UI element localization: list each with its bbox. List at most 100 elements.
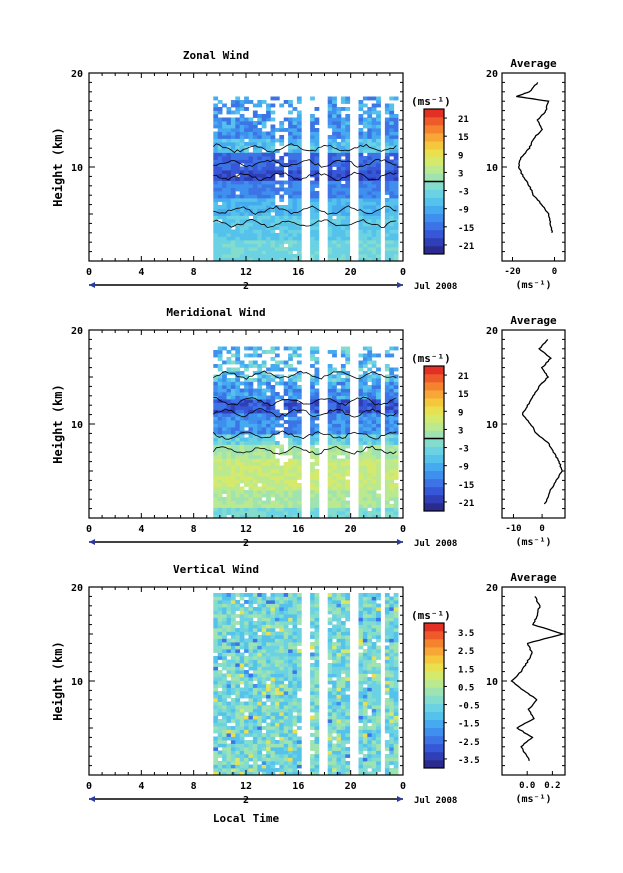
heatmap-cell	[279, 507, 285, 512]
colorbar-segment	[424, 221, 444, 231]
heatmap-cell	[257, 715, 263, 720]
heatmap-cell	[332, 423, 337, 428]
heatmap-cell	[283, 117, 289, 122]
heatmap-cell	[244, 156, 249, 160]
heatmap-cell	[310, 701, 315, 706]
heatmap-cell	[384, 631, 390, 636]
heatmap-cell	[244, 374, 249, 379]
heatmap-cell	[376, 124, 381, 129]
heatmap-cell	[261, 187, 267, 192]
heatmap-cell	[261, 430, 267, 435]
heatmap-cell	[274, 413, 280, 417]
heatmap-cell	[362, 479, 368, 484]
heatmap-cell	[270, 254, 276, 258]
heatmap-cell	[288, 740, 293, 744]
heatmap-cell	[230, 353, 236, 358]
heatmap-cell	[296, 416, 302, 421]
heatmap-cell	[296, 406, 302, 410]
heatmap-cell	[292, 628, 298, 632]
heatmap-cell	[367, 486, 373, 491]
heatmap-cell	[239, 614, 245, 618]
heatmap-cell	[279, 771, 285, 776]
heatmap-cell	[230, 346, 236, 351]
colorbar-segment	[424, 502, 444, 512]
heatmap-cell	[288, 187, 293, 192]
heatmap-cell	[213, 163, 219, 167]
heatmap-cell	[384, 392, 390, 396]
heatmap-cell	[261, 754, 267, 758]
heatmap-cell	[222, 684, 227, 688]
heatmap-cell	[274, 507, 280, 512]
heatmap-cell	[384, 381, 390, 386]
heatmap-cell	[266, 243, 271, 248]
heatmap-cell	[244, 761, 249, 765]
heatmap-cell	[230, 740, 236, 744]
heatmap-cell	[367, 219, 373, 223]
heatmap-cell	[222, 607, 227, 611]
heatmap-cell	[332, 430, 337, 435]
heatmap-cell	[393, 173, 399, 178]
heatmap-cell	[332, 121, 337, 125]
heatmap-cell	[235, 219, 241, 223]
heatmap-cell	[279, 170, 285, 174]
heatmap-cell	[288, 198, 293, 202]
heatmap-cell	[226, 708, 232, 713]
heatmap-cell	[345, 638, 351, 643]
heatmap-cell	[213, 353, 219, 358]
heatmap-cell	[332, 180, 337, 185]
heatmap-cell	[248, 177, 254, 181]
heatmap-cell	[244, 649, 249, 653]
heatmap-cell	[376, 472, 381, 477]
heatmap-cell	[279, 243, 285, 248]
heatmap-cell	[230, 240, 236, 244]
heatmap-cell	[248, 180, 254, 185]
heatmap-cell	[239, 458, 245, 463]
heatmap-cell	[332, 479, 337, 484]
heatmap-cell	[279, 652, 285, 657]
heatmap-cell	[296, 353, 302, 358]
heatmap-cell	[230, 698, 236, 702]
heatmap-cell	[358, 500, 364, 505]
heatmap-cell	[340, 364, 346, 368]
heatmap-cell	[252, 180, 258, 185]
heatmap-cell	[376, 173, 381, 178]
heatmap-cell	[283, 719, 289, 723]
heatmap-cell	[384, 385, 390, 389]
heatmap-cell	[266, 645, 271, 650]
heatmap-cell	[292, 367, 298, 372]
heatmap-cell	[367, 670, 373, 674]
heatmap-cell	[244, 170, 249, 174]
heatmap-cell	[222, 191, 227, 195]
heatmap-cell	[274, 705, 280, 709]
heatmap-cell	[266, 222, 271, 227]
heatmap-cell	[270, 131, 276, 136]
heatmap-cell	[332, 663, 337, 667]
heatmap-cell	[345, 194, 351, 199]
colorbar-segment	[424, 470, 444, 480]
heatmap-cell	[332, 385, 337, 389]
heatmap-cell	[217, 184, 223, 188]
heatmap-cell	[345, 642, 351, 646]
heatmap-cell	[235, 659, 241, 664]
heatmap-cell	[257, 504, 263, 508]
heatmap-cell	[213, 486, 219, 491]
heatmap-cell	[362, 462, 368, 466]
heatmap-cell	[327, 385, 333, 389]
heatmap-cell	[314, 628, 320, 632]
heatmap-cell	[261, 180, 267, 185]
heatmap-cell	[248, 233, 254, 237]
heatmap-cell	[393, 388, 399, 393]
heatmap-cell	[222, 750, 227, 755]
heatmap-cell	[270, 764, 276, 769]
heatmap-cell	[235, 600, 241, 604]
heatmap-cell	[371, 757, 377, 762]
heatmap-cell	[266, 607, 271, 611]
heatmap-cell	[393, 257, 399, 262]
heatmap-cell	[213, 747, 219, 751]
heatmap-cell	[217, 374, 223, 379]
heatmap-cell	[314, 135, 320, 139]
heatmap-cell	[310, 378, 315, 382]
heatmap-cell	[235, 250, 241, 255]
heatmap-cell	[222, 423, 227, 428]
heatmap-cell	[266, 649, 271, 653]
